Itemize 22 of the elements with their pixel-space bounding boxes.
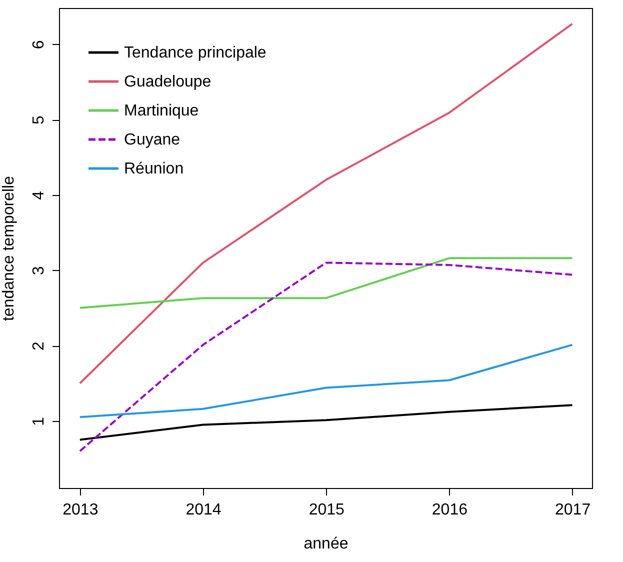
x-tick-label: 2013 xyxy=(62,502,98,518)
x-axis-title: année xyxy=(304,536,348,552)
y-tick-label: 2 xyxy=(30,342,48,351)
y-tick-label: 5 xyxy=(30,115,48,124)
x-tick-label: 2017 xyxy=(555,502,591,518)
y-tick-label: 1 xyxy=(30,416,48,426)
y-tick-label: 6 xyxy=(30,40,48,50)
legend-label: Réunion xyxy=(124,160,184,178)
x-tick-label: 2016 xyxy=(432,502,468,518)
line-series xyxy=(78,22,574,384)
line-series xyxy=(78,262,574,452)
y-tick-label: 4 xyxy=(30,190,48,200)
legend-label: Tendance principale xyxy=(124,44,266,62)
legend-label: Guadeloupe xyxy=(124,74,212,90)
legend-label: Guyane xyxy=(124,132,180,148)
line-series xyxy=(78,344,574,418)
x-tick-label: 2014 xyxy=(186,502,222,518)
y-axis-title: tendance temporelle xyxy=(0,176,18,321)
y-tick-label: 3 xyxy=(30,266,48,276)
legend-label: Martinique xyxy=(124,102,199,120)
line-series xyxy=(78,404,574,441)
x-tick-label: 2015 xyxy=(308,502,345,518)
